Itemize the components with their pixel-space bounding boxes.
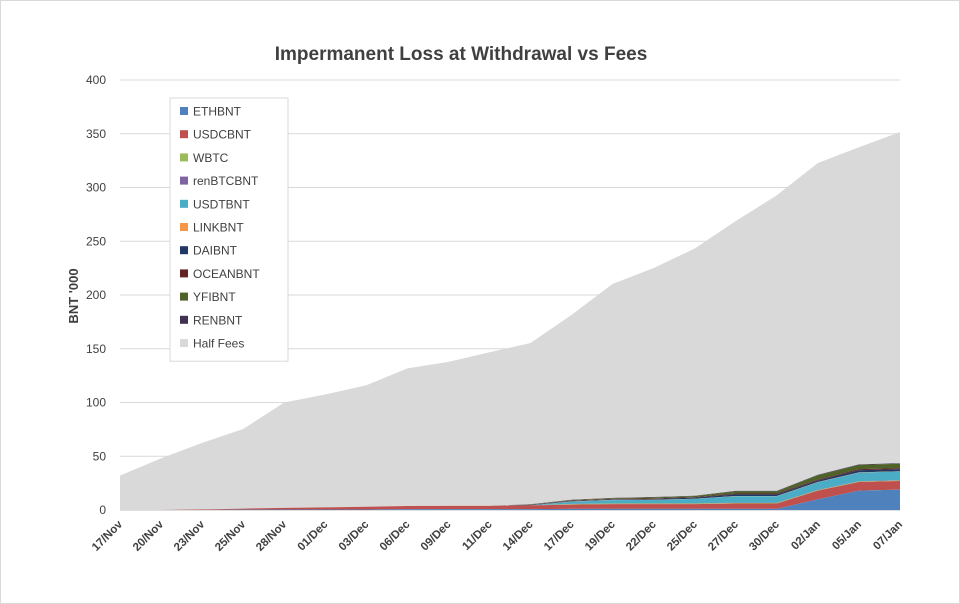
- x-tick-label: 02/Jan: [789, 519, 823, 553]
- y-axis-label: BNT '000: [66, 268, 81, 323]
- y-tick-label: 150: [86, 342, 106, 356]
- legend-label-oceanbnt: OCEANBNT: [193, 267, 260, 281]
- area-usdtbnt: [120, 471, 900, 510]
- y-tick-label: 250: [86, 234, 106, 248]
- legend-label-usdtbnt: USDTBNT: [193, 197, 250, 211]
- x-tick-label: 27/Dec: [706, 518, 741, 553]
- x-tick-label: 06/Dec: [378, 518, 413, 553]
- x-tick-label: 05/Jan: [830, 519, 864, 553]
- area-ethbnt: [120, 489, 900, 510]
- y-tick-label: 400: [86, 73, 106, 87]
- legend-label-yfibnt: YFIBNT: [193, 290, 236, 304]
- y-tick-label: 100: [86, 396, 106, 410]
- x-axis: 17/Nov 20/Nov 23/Nov 25/Nov 28/Nov 01/Dec 03/D…: [90, 518, 905, 554]
- legend-swatch-usdcbnt: [180, 130, 188, 139]
- y-tick-label: 300: [86, 181, 106, 195]
- x-tick-label: 19/Dec: [583, 518, 618, 553]
- x-tick-label: 01/Dec: [296, 518, 331, 553]
- x-tick-label: 23/Nov: [172, 518, 208, 554]
- legend-swatch-renbtcbnt: [180, 176, 188, 185]
- legend-label-daibnt: DAIBNT: [193, 244, 238, 258]
- x-tick-label: 22/Dec: [624, 518, 659, 553]
- x-tick-label: 09/Dec: [419, 518, 454, 553]
- x-tick-label: 30/Dec: [747, 518, 782, 553]
- legend-label-usdcbnt: USDCBNT: [193, 128, 252, 142]
- x-tick-label: 20/Nov: [131, 518, 167, 554]
- legend-swatch-half-fees: [180, 339, 188, 347]
- legend-swatch-linkbnt: [180, 223, 188, 231]
- legend-swatch-yfibnt: [180, 292, 188, 301]
- y-tick-label: 350: [86, 127, 106, 141]
- legend-box: [169, 97, 289, 362]
- legend-label-half-fees: Half Fees: [193, 337, 244, 351]
- legend-label-renbtcbnt: renBTCBNT: [193, 174, 259, 188]
- y-tick-label: 50: [93, 449, 107, 463]
- x-tick-label: 28/Nov: [254, 518, 290, 554]
- legend: ETHBNT USDCBNT WBTC renBTCBNT USDTBNT LINKBNT…: [169, 97, 289, 362]
- x-tick-label: 17/Dec: [542, 518, 577, 553]
- y-axis: 0 50 100 150 200 250 300 350 400: [86, 73, 106, 517]
- y-tick-label: 0: [99, 503, 106, 517]
- y-tick-label: 200: [86, 288, 106, 302]
- legend-label-wbtc: WBTC: [193, 151, 229, 165]
- x-tick-label: 03/Dec: [337, 518, 372, 553]
- legend-label-ethbnt: ETHBNT: [193, 105, 242, 119]
- x-tick-label: 25/Nov: [213, 518, 249, 554]
- area-half-fees: [120, 132, 900, 510]
- legend-swatch-usdtbnt: [180, 199, 188, 208]
- legend-swatch-ethbnt: [180, 107, 188, 115]
- chart-title: Impermanent Loss at Withdrawal vs Fees: [275, 44, 648, 65]
- x-tick-label: 11/Dec: [460, 518, 495, 553]
- legend-swatch-oceanbnt: [180, 269, 188, 278]
- x-tick-label: 25/Dec: [665, 518, 700, 553]
- x-tick-label: 14/Dec: [501, 518, 536, 553]
- stacked-areas: [120, 132, 900, 510]
- legend-swatch-renbnt: [180, 315, 188, 324]
- legend-label-renbnt: RENBNT: [193, 313, 243, 327]
- legend-swatch-daibnt: [180, 246, 188, 255]
- x-tick-label: 17/Nov: [90, 518, 126, 554]
- legend-swatch-wbtc: [180, 153, 188, 162]
- legend-label-linkbnt: LINKBNT: [193, 221, 244, 235]
- x-tick-label: 07/Jan: [871, 519, 905, 553]
